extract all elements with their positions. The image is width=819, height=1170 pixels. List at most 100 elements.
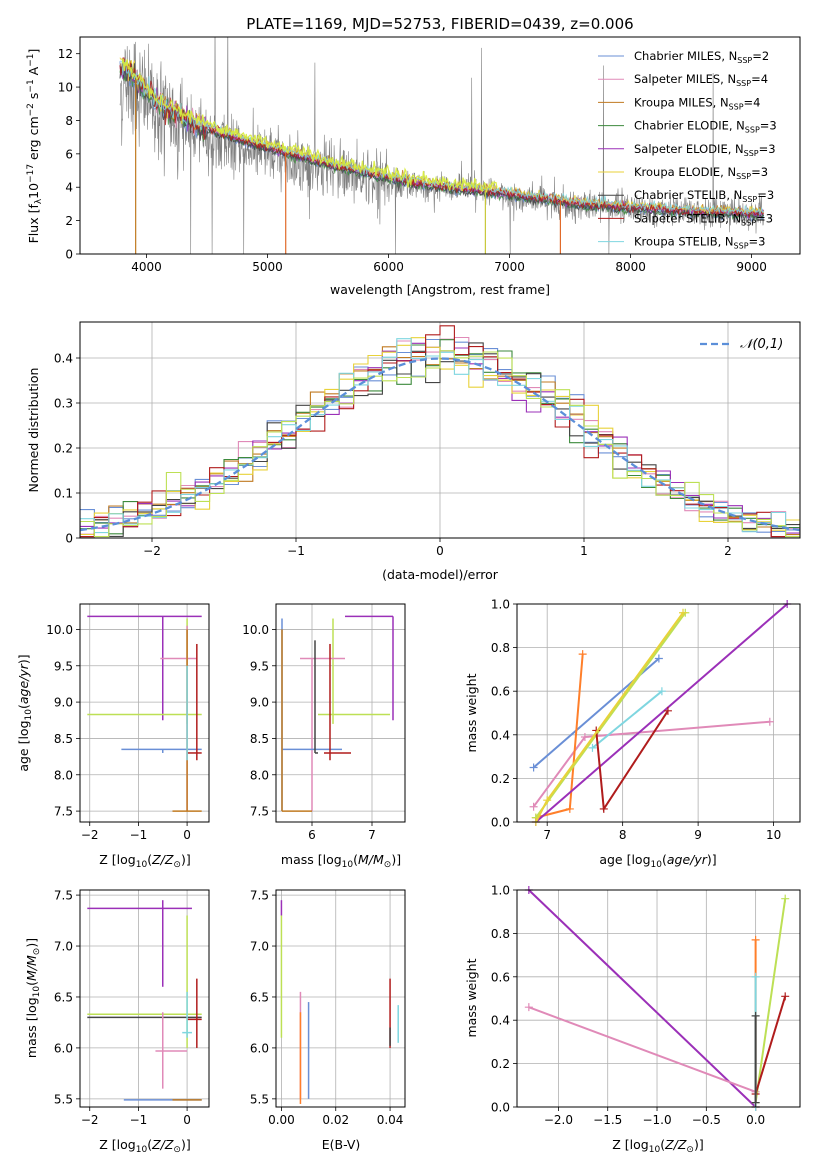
y-tick-label: 7.5: [54, 805, 73, 819]
y-tick-label: 7.0: [250, 940, 269, 954]
y-tick-label: 0.0: [491, 1101, 510, 1115]
mass-vs-EBV-x-label: E(B-V): [322, 1137, 361, 1152]
model-spectrum-line: [119, 57, 764, 219]
y-tick-label: 4: [65, 181, 73, 195]
y-tick-label: 9.5: [250, 659, 269, 673]
spectrum-frame: [79, 36, 801, 255]
mass-weight-marker: [781, 894, 790, 903]
mass-weight-marker: [524, 1003, 533, 1012]
age-vs-mass-frame: [275, 603, 406, 823]
y-tick-label: 0.2: [491, 772, 510, 786]
mass-vs-Z-plot-area: [87, 900, 202, 1101]
mass-weight-marker: [751, 1098, 760, 1107]
x-tick-label: −1.0: [642, 1113, 671, 1127]
y-tick-label: 6.0: [250, 1041, 269, 1055]
mass-weight-marker: [578, 650, 587, 659]
y-tick-label: 10.0: [242, 623, 269, 637]
y-tick-label: 0.0: [491, 816, 510, 830]
massweight-vs-Z-y-label: mass weight: [464, 958, 479, 1037]
x-tick-label: 8000: [615, 260, 646, 274]
mass-weight-line: [754, 898, 787, 1103]
mass-weight-line: [535, 603, 788, 823]
spectrum-plot-area: [119, 37, 765, 254]
mass-weight-marker: [529, 802, 538, 811]
y-tick-label: 10: [58, 81, 73, 95]
massweight-vs-Z-x-label: Z [log10(Z/Z⊙)]: [612, 1137, 703, 1155]
y-tick-label: 0.8: [491, 927, 510, 941]
x-tick-label: 6000: [373, 260, 404, 274]
x-tick-label: −2.0: [544, 1113, 573, 1127]
mass-weight-line: [754, 996, 787, 1095]
x-tick-label: 0: [436, 544, 444, 558]
x-tick-label: 0.0: [746, 1113, 765, 1127]
residual-x-label: (data-model)/error: [382, 567, 499, 582]
x-tick-label: 7000: [494, 260, 525, 274]
x-tick-label: −2: [143, 544, 161, 558]
x-tick-label: −1.5: [593, 1113, 622, 1127]
legend-entry-label: Chabrier MILES, NSSP=2: [634, 49, 769, 65]
x-tick-label: 4000: [131, 260, 162, 274]
x-tick-label: 2: [724, 544, 732, 558]
x-tick-label: 6: [308, 828, 316, 842]
residual-histogram-line: [80, 350, 800, 538]
spectrum-legend: Chabrier MILES, NSSP=2 Salpeter MILES, NS…: [598, 49, 777, 251]
mass-weight-marker: [580, 732, 589, 741]
y-tick-label: 0.4: [491, 728, 510, 742]
mass-weight-marker: [654, 654, 663, 663]
mass-weight-marker: [781, 992, 790, 1001]
mass-weight-marker: [529, 763, 538, 772]
age-vs-Z-plot-area: [87, 615, 202, 812]
mass-weight-marker: [565, 804, 574, 813]
mass-weight-marker: [663, 706, 672, 715]
y-tick-label: 8.0: [250, 768, 269, 782]
massweight-vs-age-y-label: mass weight: [464, 673, 479, 752]
mass-weight-marker: [679, 608, 688, 617]
y-tick-label: 5.5: [250, 1092, 269, 1106]
x-tick-label: −1: [130, 828, 148, 842]
x-tick-label: 0.00: [268, 1113, 295, 1127]
y-tick-label: 8.5: [54, 732, 73, 746]
y-tick-label: 6.0: [54, 1041, 73, 1055]
y-tick-label: 0: [65, 532, 73, 546]
x-tick-label: 7: [543, 828, 551, 842]
y-tick-label: 8.0: [54, 768, 73, 782]
age-vs-mass-x-label: mass [log10(M/M⊙)]: [281, 852, 401, 870]
y-tick-label: 9.5: [54, 659, 73, 673]
x-tick-label: −2: [81, 828, 99, 842]
massweight-vs-Z-frame: [516, 889, 801, 1108]
y-tick-label: 0.2: [491, 1057, 510, 1071]
legend-entry-label: Kroupa MILES, NSSP=4: [634, 95, 760, 111]
y-tick-label: 6.5: [250, 990, 269, 1004]
x-tick-label: −1: [287, 544, 305, 558]
legend-entry-label: Chabrier ELODIE, NSSP=3: [634, 119, 777, 135]
y-tick-label: 0.3: [54, 397, 73, 411]
y-tick-label: 0.4: [491, 1014, 510, 1028]
mass-weight-marker: [599, 804, 608, 813]
mass-vs-Z-frame: [79, 889, 210, 1108]
massweight-vs-age-plot-area: [529, 600, 792, 826]
x-tick-label: 10: [766, 828, 781, 842]
model-spectrum-line: [121, 58, 498, 193]
age-vs-mass-axes: 6 7 7.5 8.0 8.5 9.0 9.5 10.0: [242, 604, 405, 842]
legend-entry-label: 𝒩(0,1): [740, 337, 783, 352]
y-tick-label: 8: [65, 114, 73, 128]
spectrum-axes: 4000 5000 6000 7000 8000 9000 0 2 4 6 8 10 12: [58, 47, 767, 274]
x-tick-label: 9: [694, 828, 702, 842]
residual-frame: [79, 321, 801, 539]
mass-vs-Z-x-label: Z [log10(Z/Z⊙)]: [99, 1137, 190, 1155]
massweight-vs-age-frame: [516, 603, 801, 823]
age-vs-Z-axes: −2 −1 0 7.5 8.0 8.5 9.0 9.5 10.0: [46, 604, 209, 842]
x-tick-label: −0.5: [692, 1113, 721, 1127]
y-tick-label: 6: [65, 147, 73, 161]
y-tick-label: 5.5: [54, 1092, 73, 1106]
legend-entry-label: Salpeter ELODIE, NSSP=3: [634, 142, 776, 158]
x-tick-label: 8: [619, 828, 627, 842]
residuals-axes: −2 −1 0 1 2 0 0.1 0.2 0.3 0.4: [54, 322, 800, 558]
spectrum-y-label: Flux [fλ10−17 erg cm−2 s−1 A−1]: [26, 49, 44, 244]
legend-entry-label: Chabrier STELIB, NSSP=3: [634, 188, 774, 204]
y-tick-label: 0.8: [491, 641, 510, 655]
age-vs-mass-plot-area: [281, 615, 394, 812]
age-vs-Z-y-label: age [log10(age/yr)]: [16, 654, 34, 771]
y-tick-label: 0.6: [491, 685, 510, 699]
mass-weight-marker: [765, 717, 774, 726]
